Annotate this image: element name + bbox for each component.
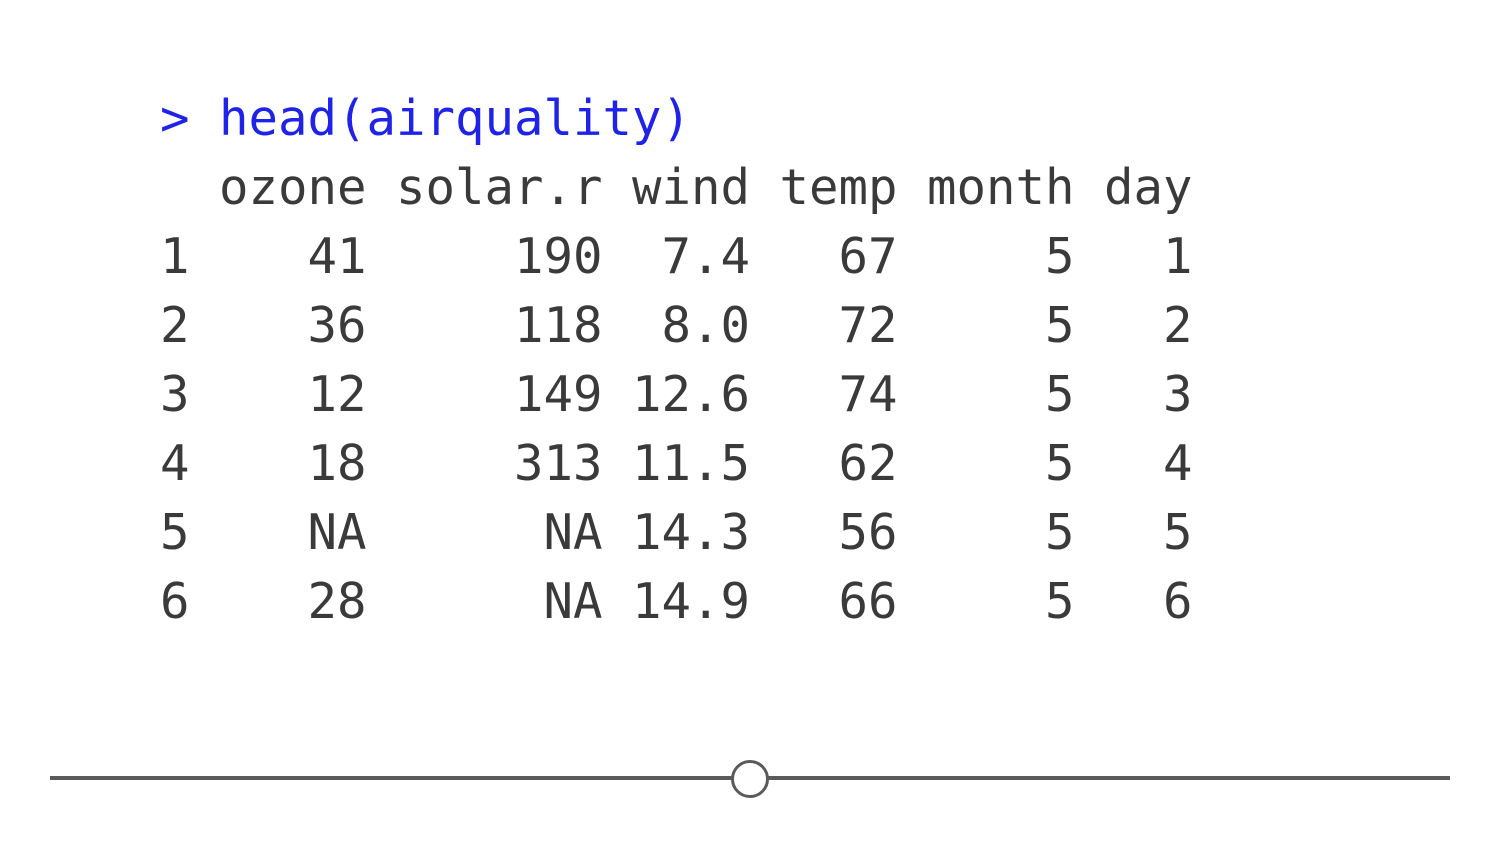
table-row: 2 36 118 8.0 72 5 2 — [160, 297, 1193, 354]
table-row: 5 NA NA 14.3 56 5 5 — [160, 504, 1193, 561]
table-row: 4 18 313 11.5 62 5 4 — [160, 435, 1193, 492]
table-row: 3 12 149 12.6 74 5 3 — [160, 366, 1193, 423]
slider-thumb[interactable] — [731, 760, 769, 798]
r-console-output: > head(airquality) ozone solar.r wind te… — [160, 84, 1260, 636]
command-line: > head(airquality) — [160, 84, 1260, 153]
progress-slider[interactable] — [50, 758, 1450, 798]
table-header: ozone solar.r wind temp month day — [160, 159, 1193, 216]
command-text: head(airquality) — [219, 90, 692, 147]
table-row: 1 41 190 7.4 67 5 1 — [160, 228, 1193, 285]
prompt-symbol: > — [160, 90, 220, 147]
table-row: 6 28 NA 14.9 66 5 6 — [160, 573, 1193, 630]
